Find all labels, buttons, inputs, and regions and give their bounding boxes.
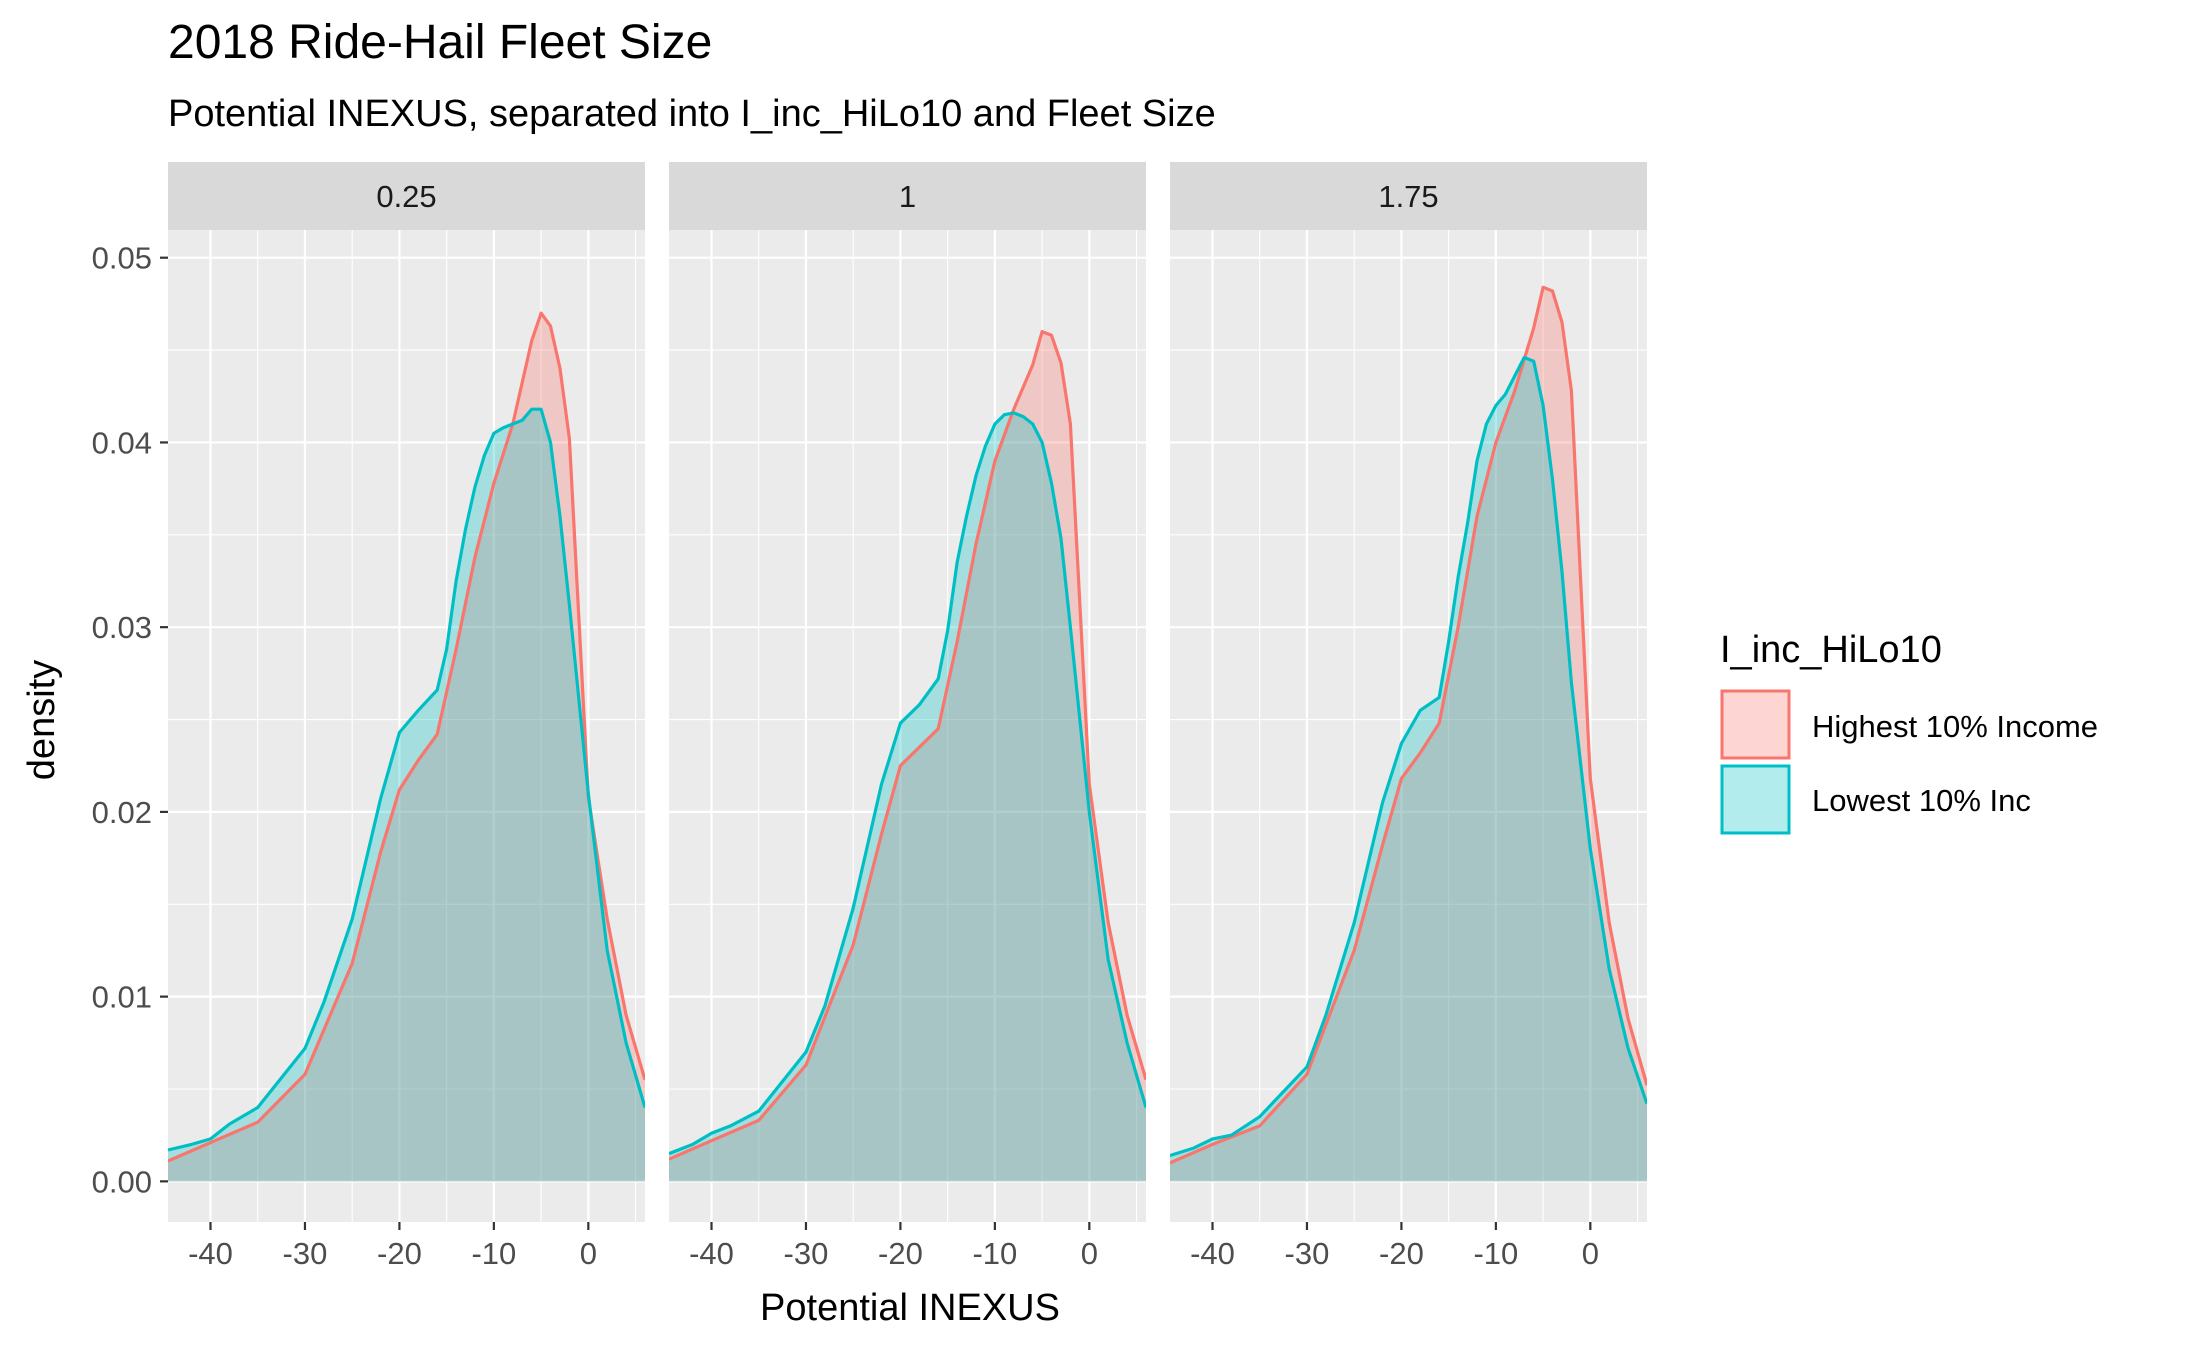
facet-strip	[669, 162, 1146, 230]
x-tick-label: -20	[1379, 1236, 1424, 1271]
x-tick-label: -10	[471, 1236, 516, 1271]
density-line-lowest	[1170, 355, 1647, 1158]
density-area-lowest	[669, 412, 1146, 1182]
facet-strip-label: 1.75	[1378, 179, 1438, 214]
legend: I_inc_HiLo10 Highest 10% Income Lowest 1…	[1720, 629, 2098, 835]
x-tick-label: -40	[1190, 1236, 1235, 1271]
y-tick-label: 0.00	[92, 1164, 152, 1199]
panels-layer: 0.25 -40 -30 -20 -10 0 1 -40 -30 -20 -10 0 1.75 -40 -3…	[168, 162, 1647, 1271]
density-area-highest	[168, 313, 645, 1182]
facet-strip	[1170, 162, 1647, 230]
legend-key-lowest	[1720, 764, 1791, 835]
facet-panel: 1.75 -40 -30 -20 -10 0	[1170, 162, 1647, 1271]
y-axis: 0.00 0.01 0.02 0.03 0.04 0.05	[92, 241, 168, 1199]
x-tick-label: -20	[878, 1236, 923, 1271]
density-area-highest	[1170, 287, 1647, 1182]
x-tick-label: 0	[1582, 1236, 1599, 1271]
chart-subtitle: Potential INEXUS, separated into I_inc_H…	[168, 93, 1216, 135]
y-tick-label: 0.05	[92, 241, 152, 276]
x-tick-label: -10	[972, 1236, 1017, 1271]
x-tick-label: 0	[1081, 1236, 1098, 1271]
y-tick-label: 0.01	[92, 980, 152, 1015]
facet-panel: 0.25 -40 -30 -20 -10 0	[168, 162, 645, 1271]
y-axis-title: density	[21, 660, 63, 780]
y-tick-label: 0.04	[92, 425, 152, 460]
density-line-highest	[1170, 285, 1647, 1165]
x-tick-label: 0	[580, 1236, 597, 1271]
x-tick-label: -20	[377, 1236, 422, 1271]
x-tick-label: -40	[188, 1236, 233, 1271]
panel-data	[1170, 285, 1647, 1182]
x-tick-label: -30	[784, 1236, 829, 1271]
facet-panel: 1 -40 -30 -20 -10 0	[669, 162, 1146, 1271]
legend-item-highest: Highest 10% Income	[1720, 689, 2098, 760]
x-tick-label: -30	[1285, 1236, 1330, 1271]
facet-strip	[168, 162, 645, 230]
density-line-highest	[669, 330, 1146, 1161]
x-axis-title: Potential INEXUS	[760, 1287, 1060, 1329]
legend-key-highest	[1720, 689, 1791, 760]
panel-data	[669, 330, 1146, 1182]
x-tick-label: -40	[689, 1236, 734, 1271]
facet-strip-label: 1	[899, 179, 916, 214]
legend-title: I_inc_HiLo10	[1720, 629, 1942, 671]
facet-strip-label: 0.25	[376, 179, 436, 214]
legend-label-lowest: Lowest 10% Inc	[1812, 783, 2031, 818]
y-tick-label: 0.03	[92, 610, 152, 645]
panel-background	[1170, 230, 1647, 1222]
y-tick-label: 0.02	[92, 795, 152, 830]
density-area-highest	[669, 331, 1146, 1182]
chart-title: 2018 Ride-Hail Fleet Size	[168, 16, 712, 69]
density-area-lowest	[168, 409, 645, 1182]
x-tick-label: -10	[1473, 1236, 1518, 1271]
legend-label-highest: Highest 10% Income	[1812, 709, 2098, 744]
density-line-lowest	[669, 411, 1146, 1156]
legend-item-lowest: Lowest 10% Inc	[1720, 764, 2031, 835]
x-tick-label: -30	[283, 1236, 328, 1271]
density-line-highest	[168, 311, 645, 1163]
density-line-lowest	[168, 407, 645, 1152]
panel-data	[168, 311, 645, 1182]
